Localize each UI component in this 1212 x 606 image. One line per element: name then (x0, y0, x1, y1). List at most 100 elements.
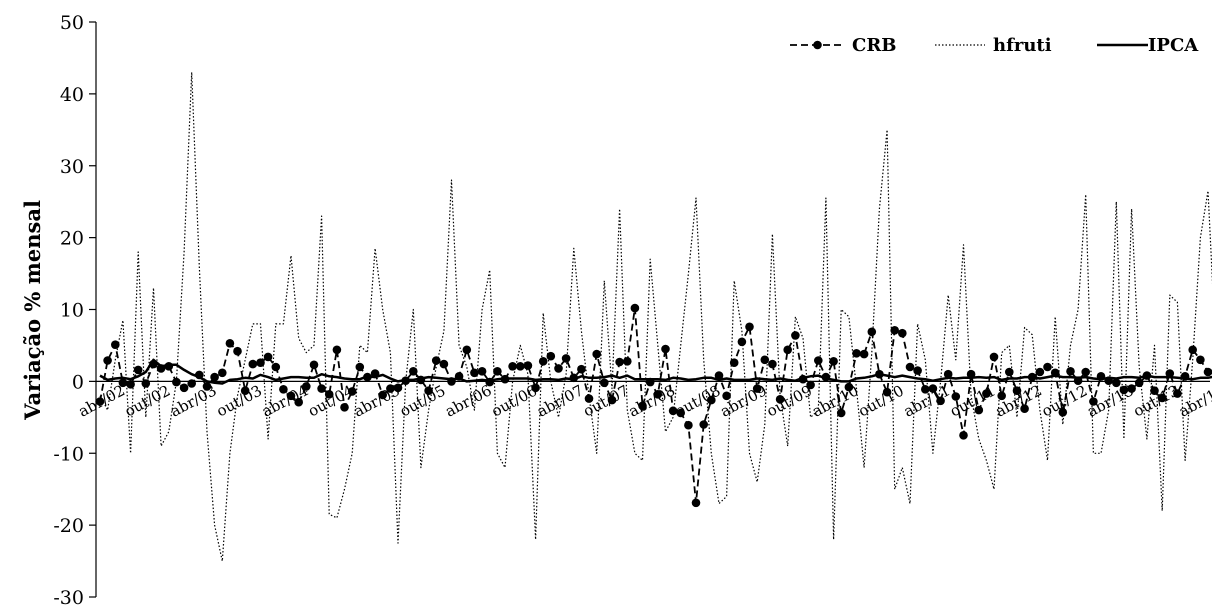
data-point (913, 366, 922, 375)
data-point (317, 384, 326, 393)
data-point (1050, 368, 1060, 378)
data-point (103, 356, 112, 365)
y-tick-label: 0 (72, 371, 84, 393)
y-tick-label: 20 (60, 228, 84, 250)
data-point (684, 420, 693, 430)
data-point (248, 359, 258, 369)
data-point (271, 362, 281, 372)
data-point (645, 377, 655, 387)
data-point (600, 378, 609, 388)
data-point (661, 344, 670, 354)
data-point (859, 349, 869, 359)
data-point (951, 392, 961, 401)
y-tick-label: -20 (53, 515, 84, 537)
data-point (997, 391, 1006, 401)
x-tick-label: out/06 (488, 382, 540, 421)
data-point (172, 377, 181, 387)
x-tick-label: out/08 (672, 382, 724, 421)
data-point (187, 379, 196, 388)
data-point (615, 357, 624, 367)
data-point (378, 390, 388, 400)
series-group (95, 71, 1212, 562)
data-point (676, 408, 685, 418)
data-point (416, 375, 426, 385)
data-point (508, 362, 517, 371)
data-point (538, 357, 548, 366)
data-point (439, 359, 449, 369)
data-point (821, 372, 831, 382)
data-point (798, 374, 808, 384)
x-tick-label: abr/13 (1084, 381, 1136, 420)
data-point (1180, 372, 1190, 381)
data-point (867, 327, 877, 337)
data-point (1058, 408, 1068, 417)
data-point (814, 356, 823, 365)
data-point (982, 389, 991, 398)
data-point (561, 354, 571, 363)
x-tick-label: out/11 (947, 382, 999, 421)
data-point (760, 355, 770, 365)
data-point (409, 367, 418, 376)
data-point (424, 386, 433, 396)
data-point (546, 351, 556, 361)
data-point (623, 357, 632, 366)
data-point (577, 364, 586, 374)
legend-marker (813, 40, 822, 50)
data-point (141, 379, 151, 388)
data-point (386, 384, 395, 393)
data-point (370, 369, 380, 378)
data-point (462, 345, 472, 355)
series-line-hfruti (99, 71, 1212, 562)
data-point (363, 372, 372, 382)
data-point (1112, 378, 1121, 388)
data-point (1150, 386, 1159, 396)
data-point (431, 356, 441, 365)
data-point (210, 372, 219, 382)
data-point (118, 378, 128, 388)
data-point (401, 376, 411, 386)
data-point (607, 395, 617, 405)
data-point (875, 369, 884, 379)
data-point (691, 498, 701, 508)
data-point (974, 405, 984, 415)
legend-label-hfruti: hfruti (993, 35, 1052, 56)
data-point (943, 369, 953, 379)
data-point (454, 372, 464, 381)
data-point (263, 352, 273, 362)
data-point (133, 365, 143, 375)
data-point (286, 391, 296, 401)
data-point (500, 374, 510, 384)
data-point (225, 339, 235, 348)
data-point (1134, 378, 1144, 388)
data-point (1104, 376, 1113, 386)
data-point (966, 369, 976, 379)
x-tick-label: abr/08 (626, 381, 678, 420)
x-tick-label: out/03 (213, 382, 265, 421)
legend-label-crb: CRB (852, 35, 897, 56)
data-point (569, 373, 579, 383)
y-axis-title: Variação % mensal (20, 200, 45, 421)
data-point (554, 364, 563, 373)
data-point (638, 401, 647, 411)
data-point (844, 382, 854, 392)
data-point (149, 359, 158, 369)
data-point (477, 367, 487, 376)
data-point (1035, 367, 1045, 377)
data-point (890, 326, 899, 335)
data-point (347, 387, 357, 396)
x-tick-label: abr/10 (809, 381, 861, 420)
data-point (1012, 386, 1022, 396)
data-point (1081, 367, 1090, 377)
data-point (791, 331, 800, 340)
data-point (745, 322, 754, 332)
data-point (1089, 397, 1098, 406)
data-point (783, 345, 792, 355)
data-point (340, 403, 349, 412)
y-tick-label: 30 (60, 156, 84, 178)
data-point (836, 408, 846, 418)
legend-label-ipca: IPCA (1148, 35, 1199, 56)
data-point (240, 386, 250, 396)
data-point (1096, 372, 1106, 381)
data-point (95, 397, 105, 406)
x-tick-label: out/10 (855, 382, 907, 421)
